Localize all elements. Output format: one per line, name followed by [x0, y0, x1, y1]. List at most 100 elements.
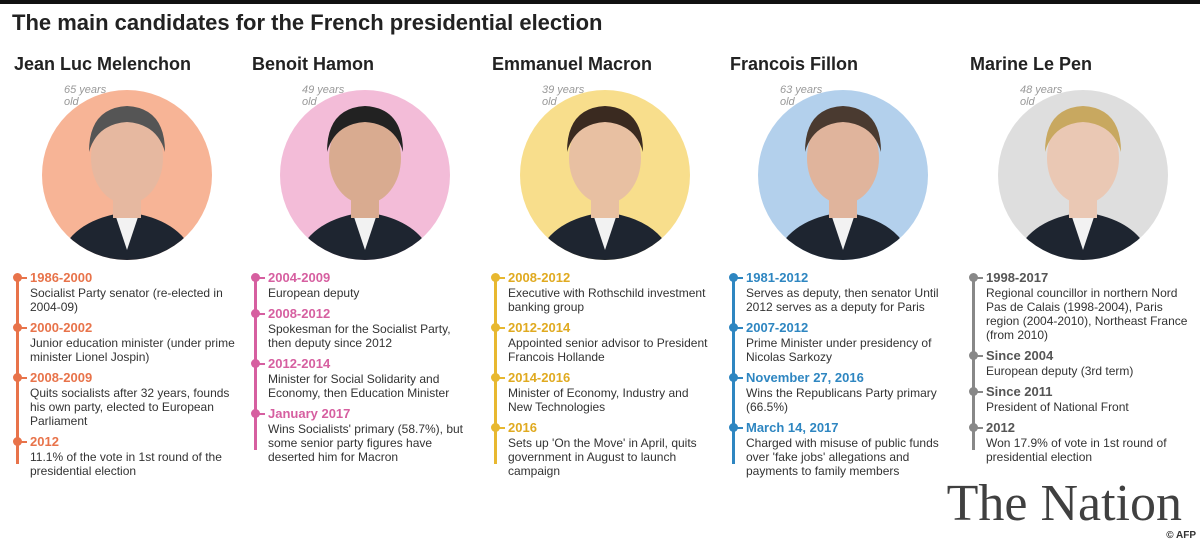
description: European deputy: [268, 286, 360, 300]
timeline-tick: [497, 427, 505, 429]
description: Junior education minister (under prime m…: [30, 336, 235, 364]
timeline-dot: [969, 273, 978, 282]
timeline-entry: 2008-2012 Spokesman for the Socialist Par…: [250, 306, 475, 350]
timeline-tick: [735, 327, 743, 329]
description: Quits socialists after 32 years, founds …: [30, 386, 230, 428]
timeline-tick: [257, 413, 265, 415]
description: Minister of Economy, Industry and New Te…: [508, 386, 689, 414]
timeline: 1981-2012 Serves as deputy, then senator …: [728, 270, 953, 484]
timeline-tick: [975, 355, 983, 357]
description: Socialist Party senator (re-elected in 2…: [30, 286, 223, 314]
portrait: [42, 90, 212, 260]
description: European deputy (3rd term): [986, 364, 1134, 378]
description: Minister for Social Solidarity and Econo…: [268, 372, 450, 400]
period: 2014-2016: [508, 370, 571, 385]
timeline-entry: 1981-2012 Serves as deputy, then senator …: [728, 270, 953, 314]
period: November 27, 2016: [746, 370, 864, 385]
timeline-dot: [729, 423, 738, 432]
timeline-dot: [491, 323, 500, 332]
description: Wins Socialists' primary (58.7%), but so…: [268, 422, 464, 464]
timeline-dot: [491, 423, 500, 432]
period: 2007-2012: [746, 320, 809, 335]
timeline-line: [494, 276, 497, 464]
description: Wins the Republicans Party primary (66.5…: [746, 386, 937, 414]
timeline-tick: [975, 277, 983, 279]
timeline-tick: [975, 391, 983, 393]
period: 2012: [986, 420, 1015, 435]
period: January 2017: [268, 406, 351, 421]
timeline-dot: [729, 273, 738, 282]
period: 1998-2017: [986, 270, 1049, 285]
timeline-entry: 2012 Won 17.9% of vote in 1st round of pr…: [968, 420, 1193, 464]
candidate-age: 39 years old: [542, 84, 585, 108]
period: 2008-2012: [508, 270, 571, 285]
timeline-dot: [491, 373, 500, 382]
description: 11.1% of the vote in 1st round of the pr…: [30, 450, 222, 478]
timeline-dot: [251, 309, 260, 318]
candidate: Emmanuel Macron 39 years old 2008-2012 Exe…: [490, 50, 720, 540]
timeline-tick: [735, 277, 743, 279]
candidate-name: Jean Luc Melenchon: [14, 54, 192, 74]
description: Appointed senior advisor to President Fr…: [508, 336, 708, 364]
candidate-name: Francois Fillon: [730, 54, 859, 74]
description: Won 17.9% of vote in 1st round of presid…: [986, 436, 1167, 464]
timeline-dot: [251, 409, 260, 418]
period: 2008-2012: [268, 306, 331, 321]
timeline: 2008-2012 Executive with Rothschild inves…: [490, 270, 715, 484]
timeline-line: [732, 276, 735, 464]
timeline: 1998-2017 Regional councillor in northern…: [968, 270, 1193, 470]
timeline-dot: [13, 437, 22, 446]
timeline-tick: [19, 377, 27, 379]
timeline: 1986-2000 Socialist Party senator (re-ele…: [12, 270, 237, 484]
timeline-entry: Since 2011 President of National Front: [968, 384, 1193, 414]
timeline-entry: Since 2004 European deputy (3rd term): [968, 348, 1193, 378]
period: 2000-2002: [30, 320, 93, 335]
period: March 14, 2017: [746, 420, 839, 435]
timeline-tick: [19, 327, 27, 329]
candidate-name: Marine Le Pen: [970, 54, 1093, 74]
timeline-entry: 1998-2017 Regional councillor in northern…: [968, 270, 1193, 342]
title: The main candidates for the French presi…: [12, 10, 603, 35]
timeline-dot: [13, 273, 22, 282]
timeline-entry: November 27, 2016 Wins the Republicans Pa…: [728, 370, 953, 414]
timeline-tick: [497, 327, 505, 329]
period: 1986-2000: [30, 270, 93, 285]
timeline-tick: [257, 313, 265, 315]
period: 2008-2009: [30, 370, 93, 385]
description: Executive with Rothschild investment ban…: [508, 286, 706, 314]
period: Since 2011: [986, 384, 1053, 399]
timeline-entry: 2004-2009 European deputy: [250, 270, 475, 300]
description: Charged with misuse of public funds over…: [746, 436, 939, 478]
description: Sets up 'On the Move' in April, quits go…: [508, 436, 697, 478]
portrait: [280, 90, 450, 260]
candidate: Benoit Hamon 49 years old 2004-2009 Europe…: [250, 50, 480, 540]
timeline-line: [972, 276, 975, 450]
timeline-entry: January 2017 Wins Socialists' primary (58…: [250, 406, 475, 464]
timeline-dot: [491, 273, 500, 282]
candidate-name: Benoit Hamon: [252, 54, 375, 74]
timeline-tick: [735, 427, 743, 429]
candidate-name: Emmanuel Macron: [492, 54, 653, 74]
timeline-dot: [969, 387, 978, 396]
description: President of National Front: [986, 400, 1129, 414]
credit: © AFP: [1166, 530, 1196, 541]
timeline-tick: [497, 377, 505, 379]
timeline-entry: 2016 Sets up 'On the Move' in April, quit…: [490, 420, 715, 478]
timeline-line: [16, 276, 19, 464]
timeline-entry: 2000-2002 Junior education minister (unde…: [12, 320, 237, 364]
description: Serves as deputy, then senator Until 201…: [746, 286, 939, 314]
timeline-entry: 2014-2016 Minister of Economy, Industry a…: [490, 370, 715, 414]
period: 2012-2014: [268, 356, 331, 371]
candidate: Francois Fillon 63 years old 1981-2012 Ser…: [728, 50, 958, 540]
period: Since 2004: [986, 348, 1054, 363]
description: Spokesman for the Socialist Party, then …: [268, 322, 451, 350]
description: Prime Minister under presidency of Nicol…: [746, 336, 932, 364]
description: Regional councillor in northern Nord Pas…: [986, 286, 1188, 342]
period: 2004-2009: [268, 270, 331, 285]
timeline-entry: 2007-2012 Prime Minister under presidency…: [728, 320, 953, 364]
timeline-dot: [251, 273, 260, 282]
timeline-dot: [729, 373, 738, 382]
portrait: [998, 90, 1168, 260]
timeline-entry: March 14, 2017 Charged with misuse of pub…: [728, 420, 953, 478]
